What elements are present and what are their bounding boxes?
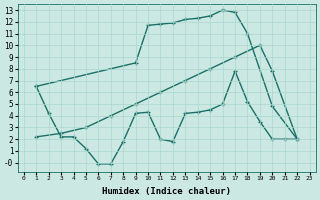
X-axis label: Humidex (Indice chaleur): Humidex (Indice chaleur) — [102, 187, 231, 196]
